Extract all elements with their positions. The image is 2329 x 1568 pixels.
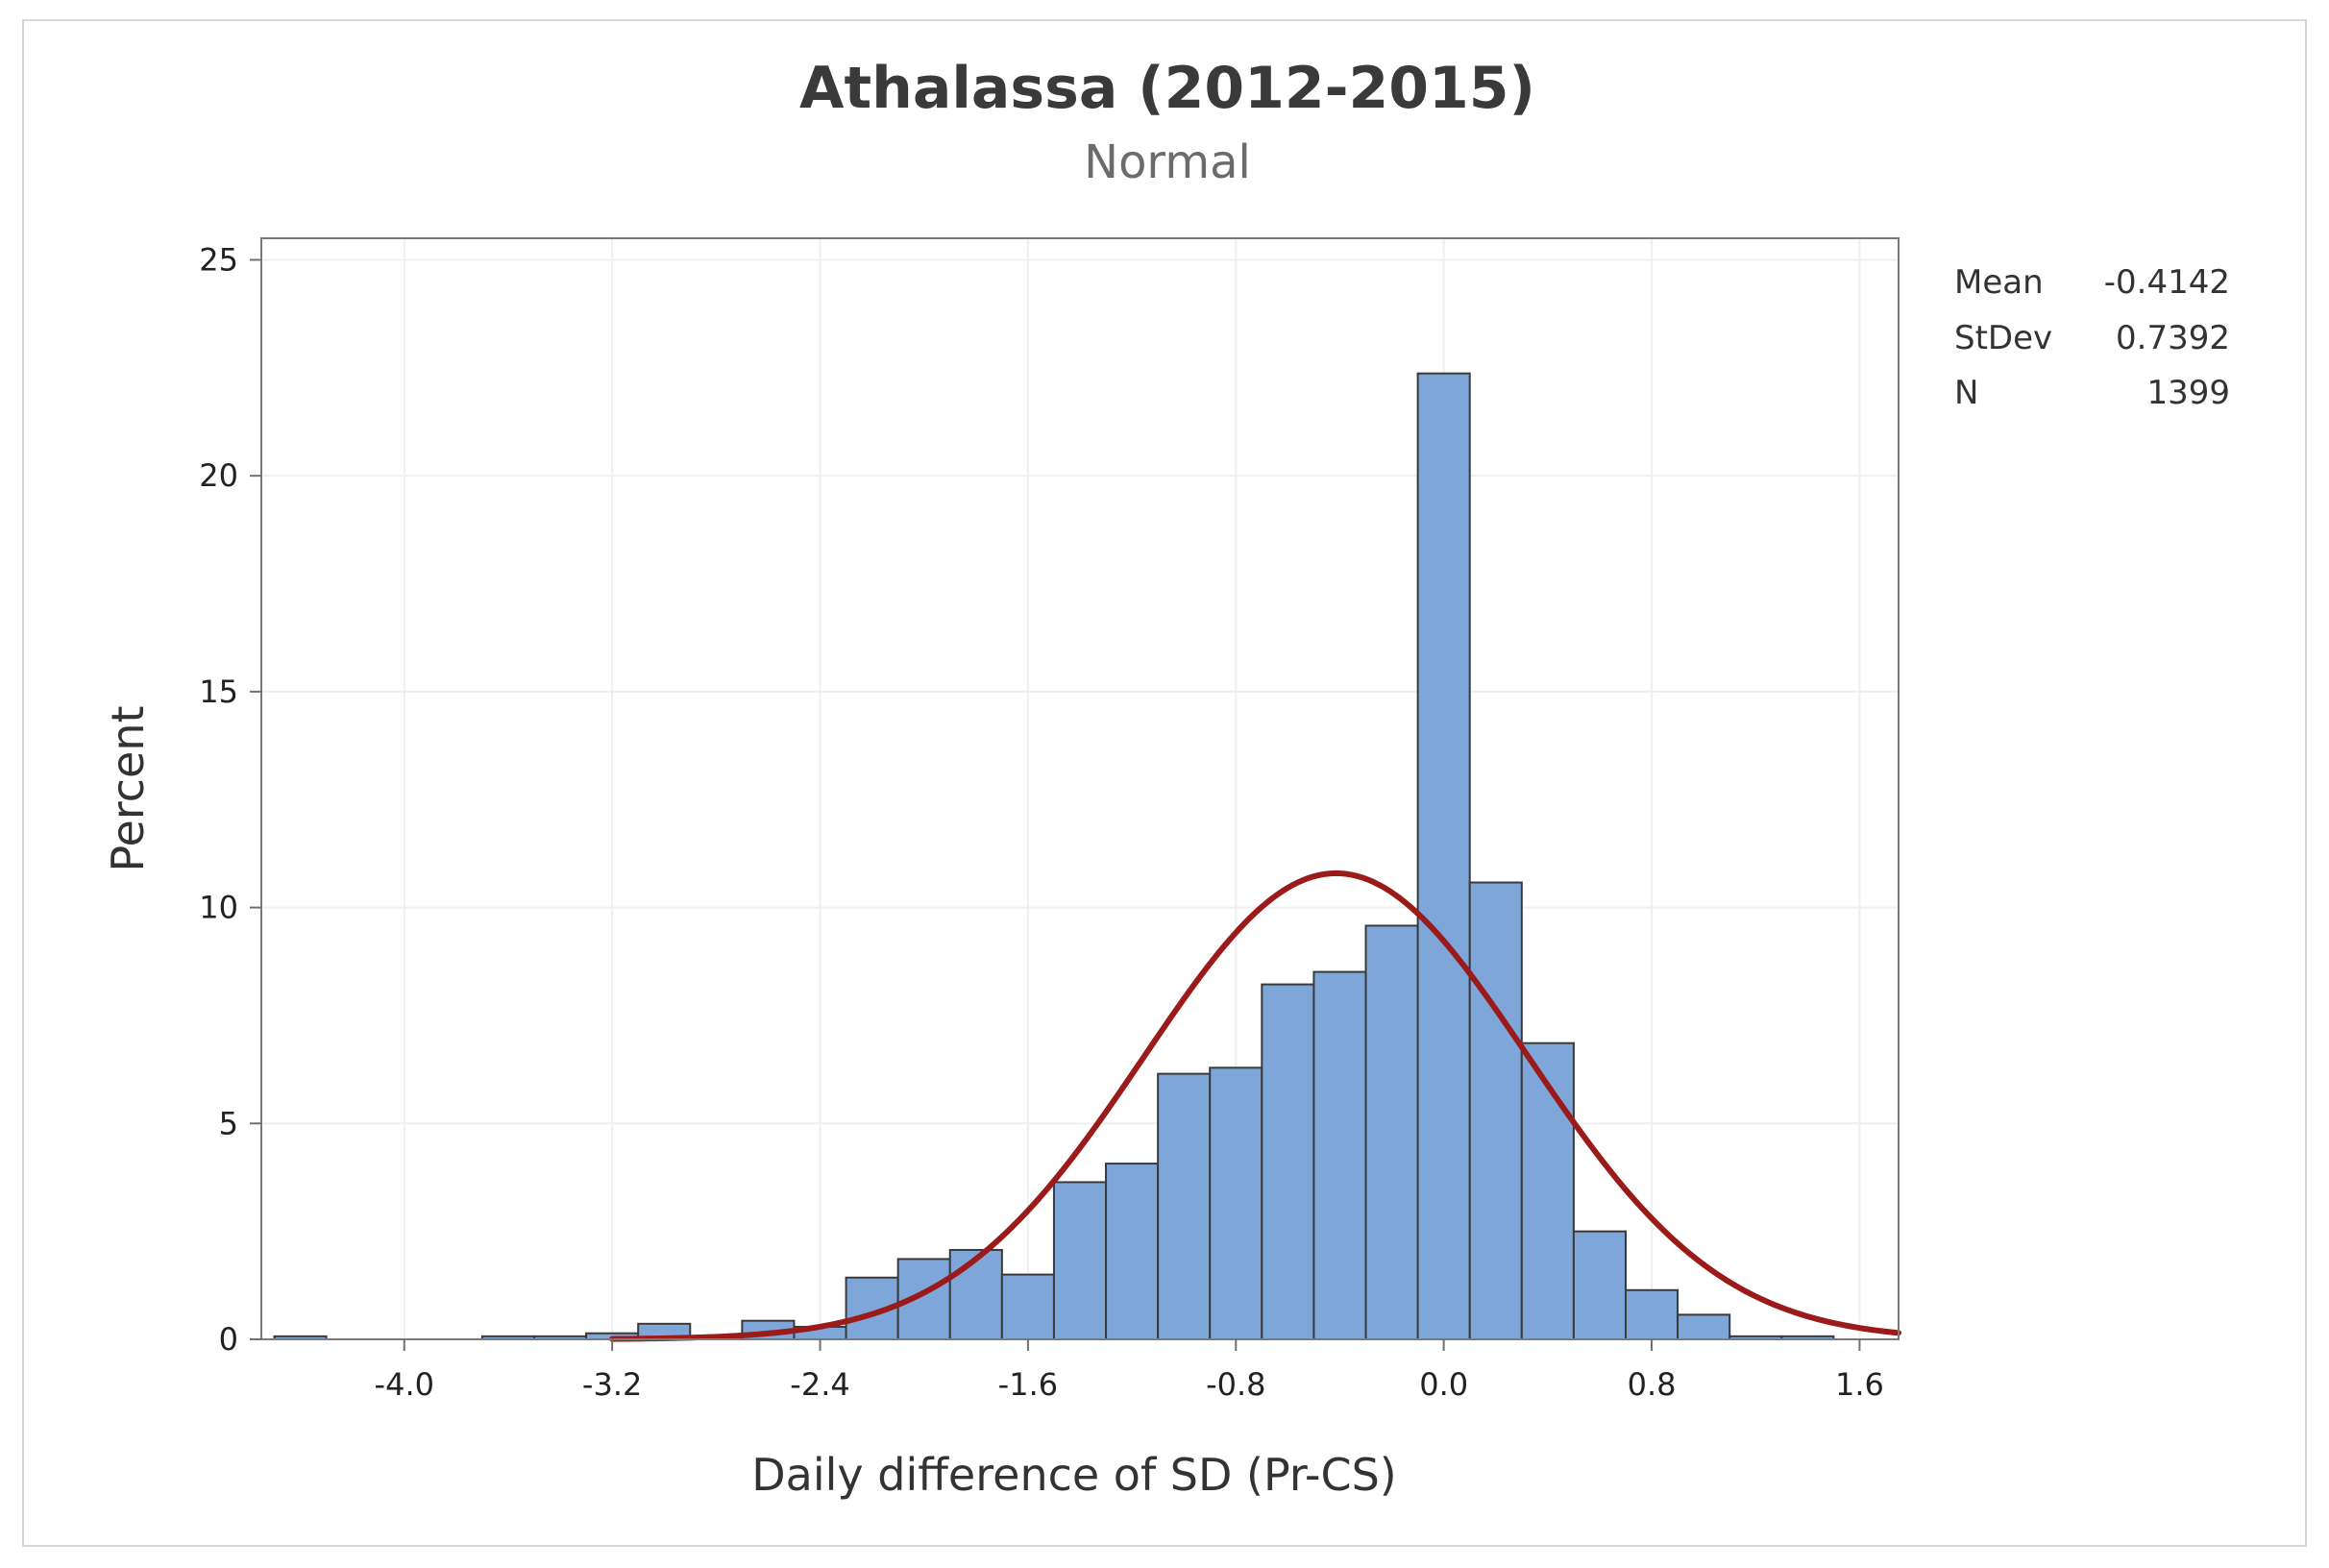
chart-title: Athalassa (2012-2015) xyxy=(799,55,1535,122)
histogram-bars xyxy=(273,372,1835,1341)
stat-n-label: N xyxy=(1954,374,1978,412)
histogram-bar-15 xyxy=(1052,1181,1108,1340)
stat-n-value: 1399 xyxy=(2146,374,2230,412)
histogram-bar-14 xyxy=(1000,1273,1055,1341)
histogram-bar-20 xyxy=(1312,970,1367,1340)
y-axis-ticks: 0 5 10 15 20 25 xyxy=(199,241,261,1358)
x-tick-label-7: 1.6 xyxy=(1835,1366,1884,1403)
y-tick-label-4: 20 xyxy=(199,457,238,494)
x-tick-label-3: -1.6 xyxy=(998,1366,1058,1403)
x-tick-label-1: -3.2 xyxy=(582,1366,642,1403)
stat-mean-value: -0.4142 xyxy=(2104,263,2230,302)
histogram-bar-13 xyxy=(948,1248,1003,1341)
x-tick-label-0: -4.0 xyxy=(375,1366,434,1403)
histogram-bar-23 xyxy=(1468,881,1523,1340)
histogram-bar-24 xyxy=(1520,1041,1575,1340)
x-tick-label-5: 0.0 xyxy=(1419,1366,1468,1403)
histogram-bar-21 xyxy=(1364,924,1419,1340)
histogram-bar-16 xyxy=(1105,1163,1160,1340)
histogram-bar-17 xyxy=(1157,1072,1212,1341)
histogram-bar-22 xyxy=(1416,372,1471,1340)
x-tick-label-6: 0.8 xyxy=(1628,1366,1677,1403)
y-axis-label: Percent xyxy=(102,705,154,871)
x-axis-label: Daily difference of SD (Pr-CS) xyxy=(751,1449,1396,1501)
histogram-bar-18 xyxy=(1209,1066,1263,1340)
stat-stdev-value: 0.7392 xyxy=(2116,319,2230,357)
stat-stdev-label: StDev xyxy=(1954,319,2052,357)
y-tick-label-2: 10 xyxy=(199,890,238,926)
normal-fit-line xyxy=(609,870,1901,1342)
grid xyxy=(261,238,1899,1340)
y-tick-label-5: 25 xyxy=(199,241,238,278)
histogram-bar-26 xyxy=(1625,1288,1679,1341)
plot-frame xyxy=(260,237,1900,1340)
y-tick-label-3: 15 xyxy=(199,674,238,710)
normal-fit-curve xyxy=(609,870,1901,1342)
chart-frame: Athalassa (2012-2015) Normal -4.0 -3.2 -2.… xyxy=(22,19,2307,1547)
chart-subtitle: Normal xyxy=(1084,135,1251,189)
y-tick-label-0: 0 xyxy=(219,1321,238,1358)
x-tick-label-2: -2.4 xyxy=(790,1366,849,1403)
y-tick-label-1: 5 xyxy=(219,1105,238,1141)
stat-mean-label: Mean xyxy=(1954,263,2044,302)
stats-legend: Mean -0.4142 StDev 0.7392 N 1399 xyxy=(1954,263,2230,412)
histogram-bar-25 xyxy=(1572,1230,1628,1341)
x-tick-label-4: -0.8 xyxy=(1206,1366,1265,1403)
histogram-chart: Athalassa (2012-2015) Normal -4.0 -3.2 -2.… xyxy=(102,55,2230,1501)
histogram-bar-19 xyxy=(1261,983,1315,1341)
histogram-bar-27 xyxy=(1677,1313,1731,1341)
x-axis-ticks: -4.0 -3.2 -2.4 -1.6 -0.8 0.0 0.8 1.6 xyxy=(375,1339,1884,1403)
